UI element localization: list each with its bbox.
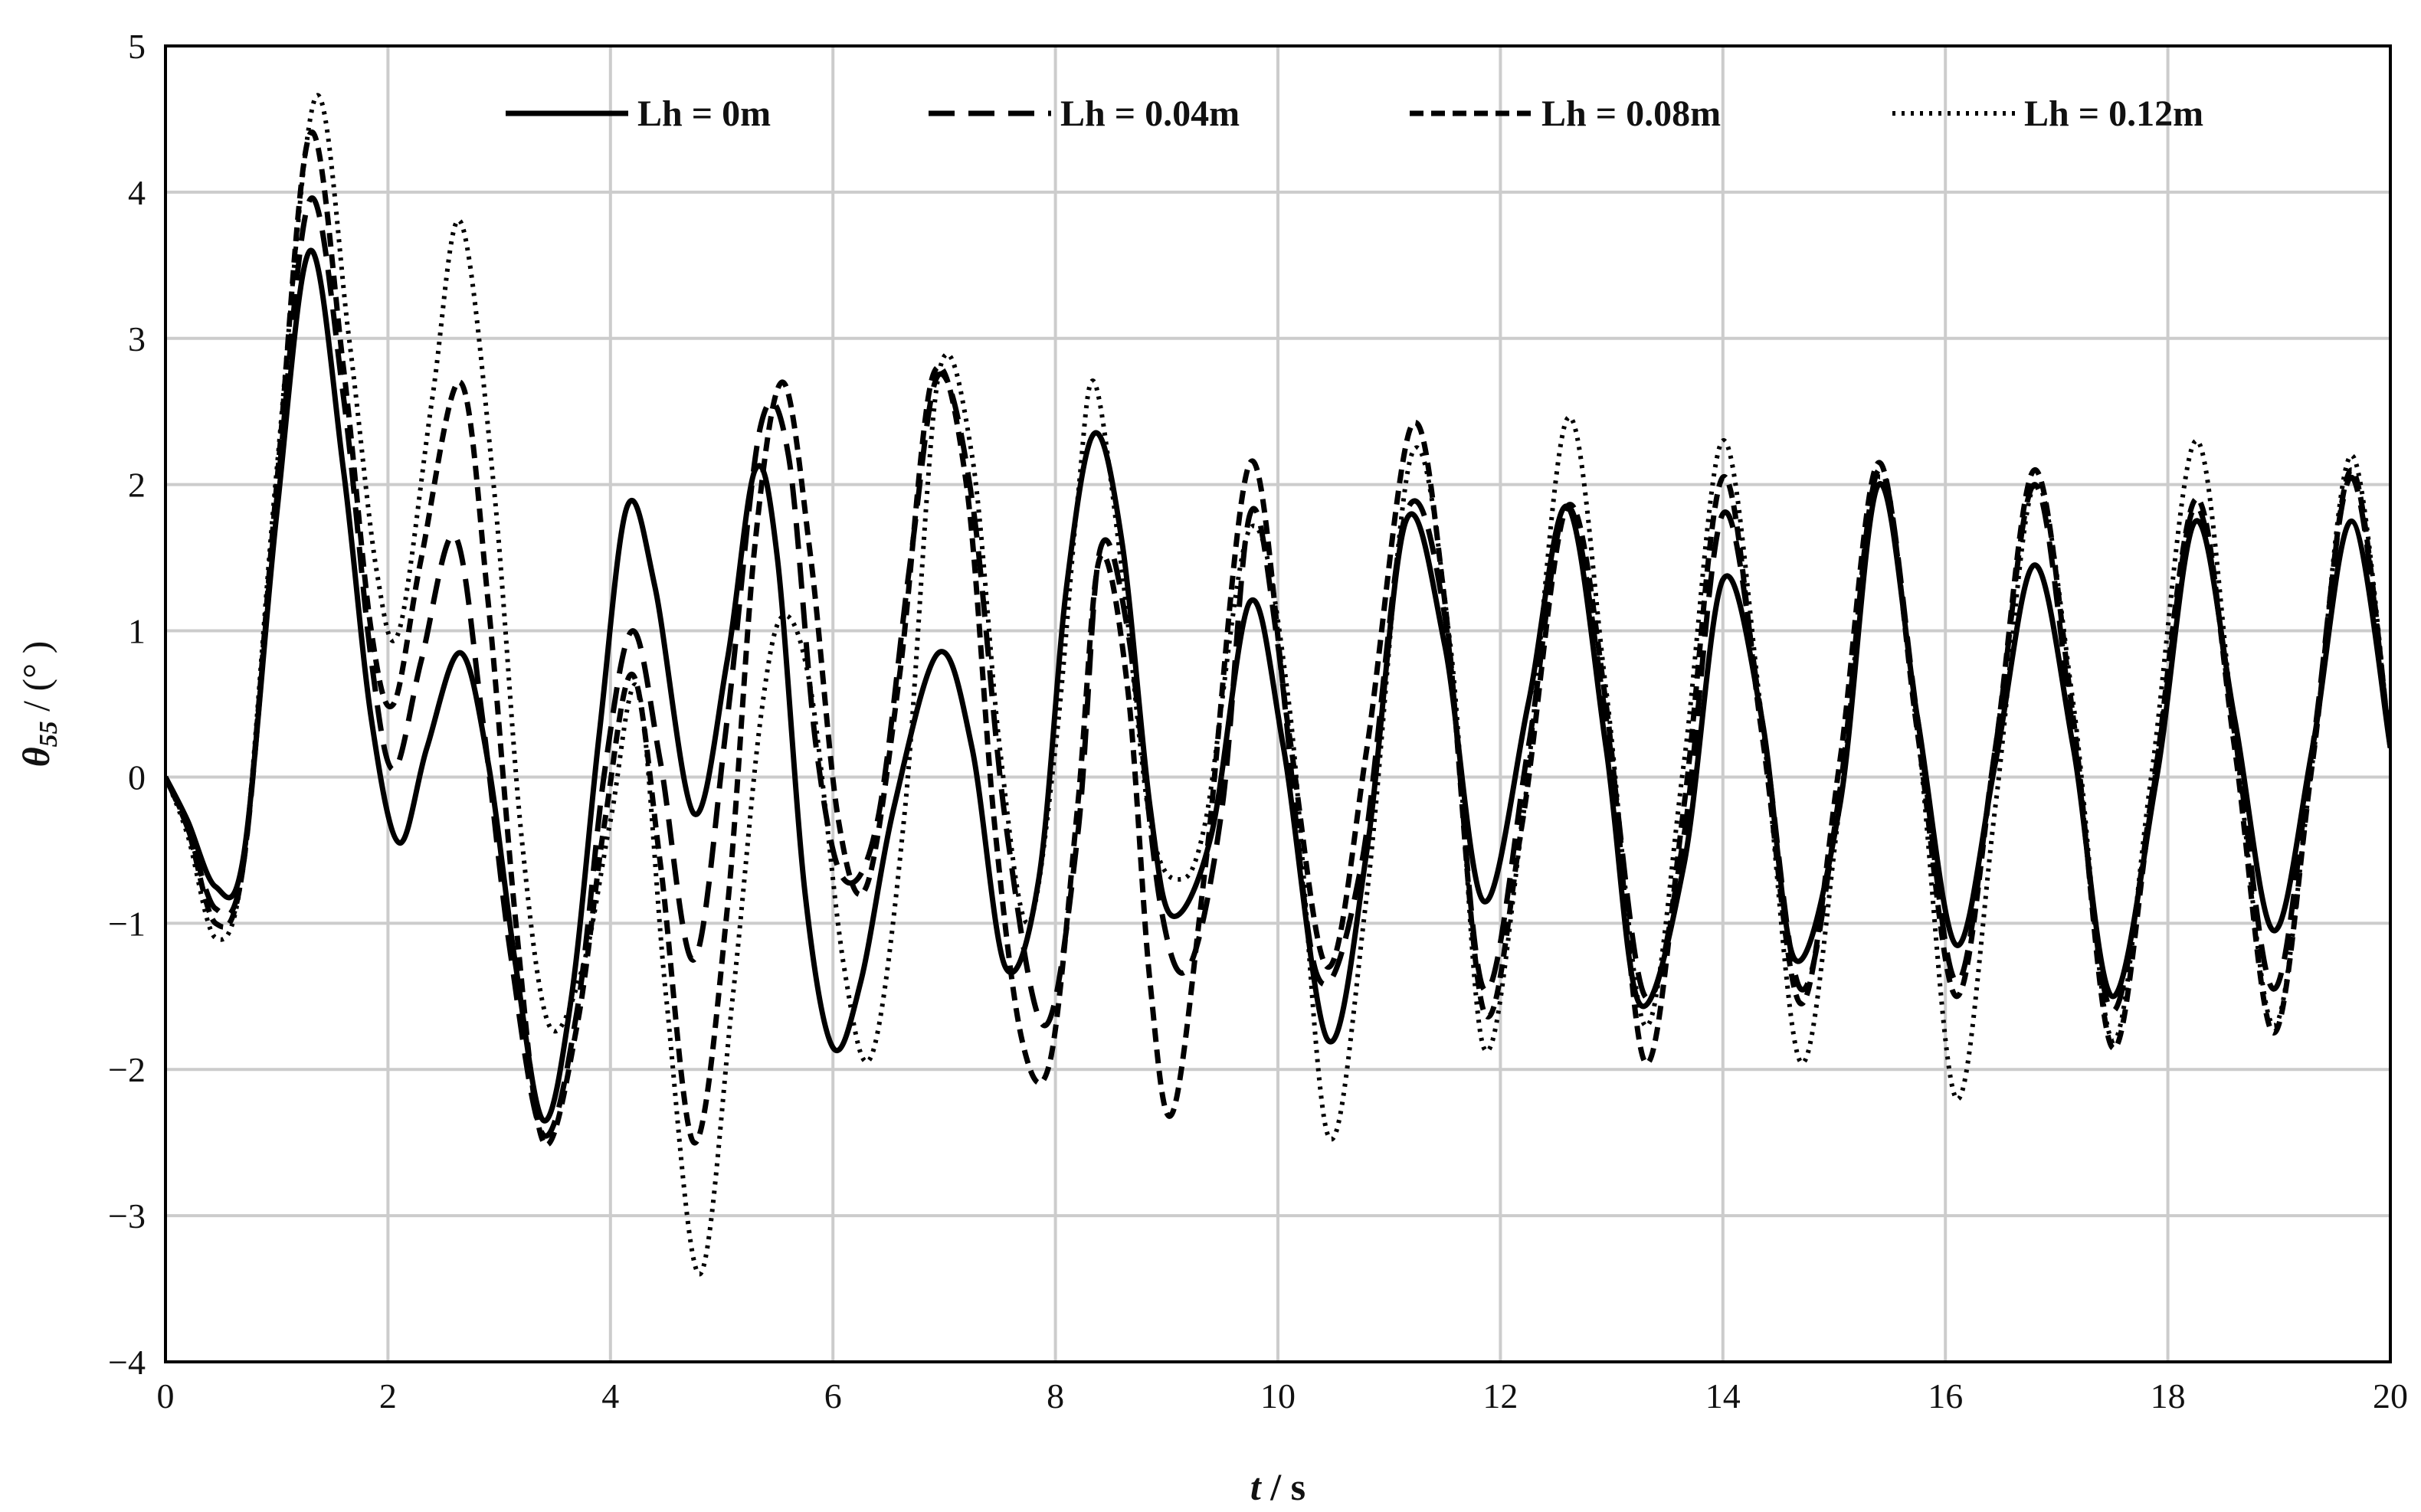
x-axis-title: t / s: [1250, 1465, 1306, 1508]
x-tick-label: 6: [824, 1376, 842, 1415]
y-tick-label: 4: [128, 173, 146, 212]
y-axis-title: θ55 / (° ): [15, 641, 63, 767]
y-tick-label: −4: [108, 1343, 146, 1382]
x-tick-label: 14: [1705, 1376, 1741, 1415]
x-tick-label: 4: [601, 1376, 619, 1415]
x-tick-labels: 0 2 4 6 8 10 12 14 16 18 20: [157, 1376, 2409, 1415]
legend-label-0: Lh = 0m: [637, 93, 771, 134]
series-line-0: [165, 247, 2390, 1124]
series-line-1: [165, 195, 2390, 1139]
y-tick-labels: 5 4 3 2 1 0 −1 −2 −3 −4: [108, 27, 146, 1382]
series-layer: [165, 93, 2390, 1277]
x-tick-label: 8: [1047, 1376, 1064, 1415]
y-tick-label: 1: [128, 612, 146, 651]
y-tick-label: −2: [108, 1050, 146, 1089]
y-tick-label: 0: [128, 758, 146, 797]
x-tick-label: 20: [2373, 1376, 2408, 1415]
y-tick-label: 3: [128, 319, 146, 358]
legend: Lh = 0m Lh = 0.04m Lh = 0.08m Lh = 0.12m: [506, 93, 2203, 134]
series-line-3: [165, 93, 2390, 1277]
x-tick-label: 0: [157, 1376, 175, 1415]
x-tick-label: 16: [1928, 1376, 1963, 1415]
x-axis-variable: t: [1250, 1465, 1263, 1508]
x-axis-unit: / s: [1261, 1465, 1306, 1508]
legend-label-2: Lh = 0.08m: [1541, 93, 1721, 134]
y-tick-label: −1: [108, 904, 146, 943]
x-tick-label: 2: [379, 1376, 397, 1415]
x-tick-label: 12: [1482, 1376, 1518, 1415]
y-axis-variable: θ: [15, 747, 57, 767]
legend-label-3: Lh = 0.12m: [2024, 93, 2203, 134]
x-tick-label: 10: [1260, 1376, 1296, 1415]
plot-frame: [164, 44, 2392, 1363]
y-tick-label: 2: [128, 466, 146, 505]
x-tick-label: 18: [2151, 1376, 2186, 1415]
legend-label-1: Lh = 0.04m: [1060, 93, 1240, 134]
y-tick-label: −3: [108, 1196, 146, 1235]
y-tick-label: 5: [128, 27, 146, 66]
y-axis-unit: / (° ): [15, 641, 57, 722]
y-axis-subscript: 55: [34, 721, 63, 747]
